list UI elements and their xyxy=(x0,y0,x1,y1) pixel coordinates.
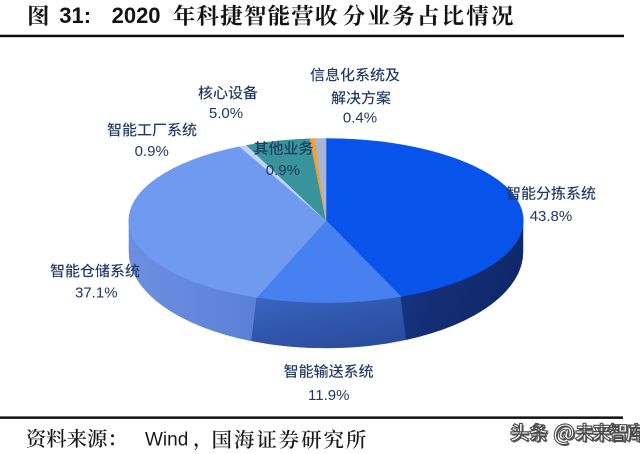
svg-text:Wind: Wind xyxy=(145,430,188,451)
svg-text:0.9%: 0.9% xyxy=(135,143,169,160)
svg-text:2020: 2020 xyxy=(112,3,161,28)
svg-text:5.0%: 5.0% xyxy=(209,105,243,122)
svg-text:43.8%: 43.8% xyxy=(530,208,573,225)
svg-text:37.1%: 37.1% xyxy=(75,284,118,301)
svg-text:0.4%: 0.4% xyxy=(343,109,377,126)
svg-text:31:: 31: xyxy=(59,3,91,28)
svg-text:11.9%: 11.9% xyxy=(308,387,349,404)
svg-text:0.9%: 0.9% xyxy=(266,162,300,179)
